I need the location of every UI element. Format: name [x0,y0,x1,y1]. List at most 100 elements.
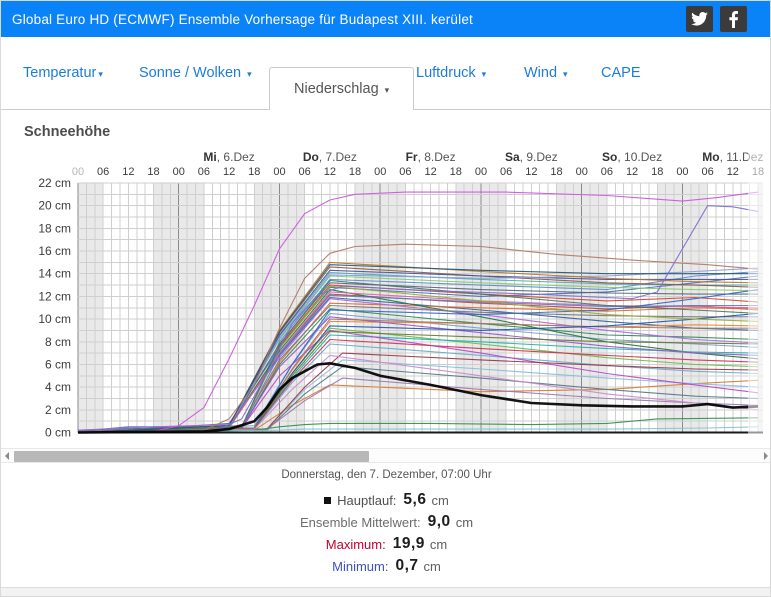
y-tick-label: 12 cm [38,289,71,303]
day-label: Sa, 9.Dez [505,150,558,164]
series-ensemble-member [77,291,759,434]
y-tick-label: 14 cm [38,267,71,281]
hour-tick-label: 12 [324,166,336,178]
y-tick-label: 8 cm [45,335,71,349]
hour-tick-label: 12 [223,166,235,178]
readout-value: 0,7 [395,557,419,574]
tab-bar: Temperatur ▾ Sonne / Wolken ▾ Niederschl… [1,37,770,110]
readout-label: Maximum: [325,536,386,552]
hour-tick-label: 06 [601,166,613,178]
tab-niederschlag-active[interactable]: Niederschlag ▾ [269,67,415,110]
twitter-icon [691,12,708,26]
series-ensemble-member [77,343,759,434]
day-label: So, 10.Dez [602,150,662,164]
hour-tick-label: 18 [550,166,562,178]
bottom-strip [1,587,770,596]
series-high-member [77,243,759,434]
readout-label: Ensemble Mittelwert: [299,514,421,530]
tab-sonne-wolken[interactable]: Sonne / Wolken ▾ [139,65,252,81]
readout-label: Minimum: [332,558,389,574]
chevron-down-icon: ▾ [247,68,252,79]
hour-tick-label: 18 [248,166,260,178]
series-ensemble-member [77,267,759,434]
scroll-left-icon[interactable] [5,452,9,460]
readout-rows: Hauptlauf: 5,6 cm Ensemble Mittelwert: 9,0 cm… [1,489,770,577]
chevron-down-icon: ▾ [98,68,103,79]
chevron-down-icon: ▾ [384,84,390,95]
scrollbar-thumb[interactable] [14,451,369,462]
y-tick-label: 22 cm [38,176,71,190]
facebook-share-button[interactable] [720,6,747,32]
hour-tick-label: 00 [374,166,386,178]
series-ensemble-member [77,329,759,434]
hour-tick-label: 18 [147,166,159,178]
day-label: Fr, 8.Dez [406,150,456,164]
y-tick-label: 4 cm [45,380,71,394]
twitter-share-button[interactable] [686,6,713,32]
hour-tick-label: 06 [399,166,411,178]
y-tick-label: 6 cm [45,357,71,371]
y-tick-label: 18 cm [38,221,71,235]
hour-tick-label: 12 [727,166,739,178]
series-late-jump-member [77,205,759,434]
hour-tick-label: 00 [676,166,688,178]
hour-tick-label: 00 [72,166,84,178]
series-ensemble-member [77,352,759,434]
tab-cape[interactable]: CAPE [601,65,641,81]
readout-unit: cm [429,536,448,552]
series-hauptlauf [77,362,759,434]
readout-row-mittelwert: Ensemble Mittelwert: 9,0 cm [1,511,770,533]
facebook-icon [729,10,738,28]
day-label: Do, 7.Dez [303,150,357,164]
readout-label: Hauptlauf: [337,492,397,508]
scroll-right-icon[interactable] [764,452,768,460]
readout-value: 19,9 [392,535,425,552]
tab-luftdruck[interactable]: Luftdruck ▾ [416,65,487,81]
snow-depth-ensemble-chart[interactable]: 00 06 12 18 00 06 12 18 00 06 12 18 00 06 12 18 00 06 12 18… [1,146,771,448]
tab-temperatur[interactable]: Temperatur ▾ [23,65,103,81]
series-ensemble-member [77,289,759,434]
readout-value: 5,6 [403,491,427,508]
series-low-member [77,426,759,434]
hour-tick-label: 12 [626,166,638,178]
chart-scrollbar[interactable] [1,448,770,463]
series-max-member [77,191,759,434]
readout-unit: cm [455,514,474,530]
readout-value: 9,0 [427,513,451,530]
readout-timestamp: Donnerstag, den 7. Dezember, 07:00 Uhr [281,469,492,481]
readout-row-minimum: Minimum: 0,7 cm [1,555,770,577]
series-min-member [77,417,759,434]
right-fade-overlay [748,146,770,434]
hour-tick-label: 06 [702,166,714,178]
hour-tick-label: 12 [525,166,537,178]
tab-wind[interactable]: Wind ▾ [524,65,568,81]
hour-tick-label: 18 [349,166,361,178]
hour-tick-label: 06 [299,166,311,178]
hour-tick-label: 18 [450,166,462,178]
y-tick-label: 0 cm [45,426,71,440]
hour-tick-label: 06 [198,166,210,178]
series-ensemble-member [77,354,759,434]
hour-tick-label: 00 [475,166,487,178]
day-label: Mi, 6.Dez [203,150,254,164]
series-ensemble-member [77,294,758,434]
hour-tick-label: 06 [97,166,109,178]
social-buttons [686,6,747,32]
hour-tick-label: 12 [122,166,134,178]
chart-title: Schneehöhe [24,124,111,140]
series-ensemble-member [77,279,759,434]
series-ensemble-member [77,331,759,434]
hour-tick-label: 12 [424,166,436,178]
y-tick-label: 10 cm [38,312,71,326]
series-ensemble-member [77,377,759,434]
y-tick-label: 2 cm [45,403,71,417]
series-ensemble-member [77,316,759,434]
header-bar: Global Euro HD (ECMWF) Ensemble Vorhersa… [1,1,770,37]
page-title: Global Euro HD (ECMWF) Ensemble Vorhersa… [12,11,473,27]
series-ensemble-member [77,264,758,434]
chevron-down-icon: ▾ [481,68,487,79]
hauptlauf-marker [324,496,332,504]
hour-tick-label: 06 [500,166,512,178]
readout-panel: Donnerstag, den 7. Dezember, 07:00 Uhr H… [1,469,770,577]
